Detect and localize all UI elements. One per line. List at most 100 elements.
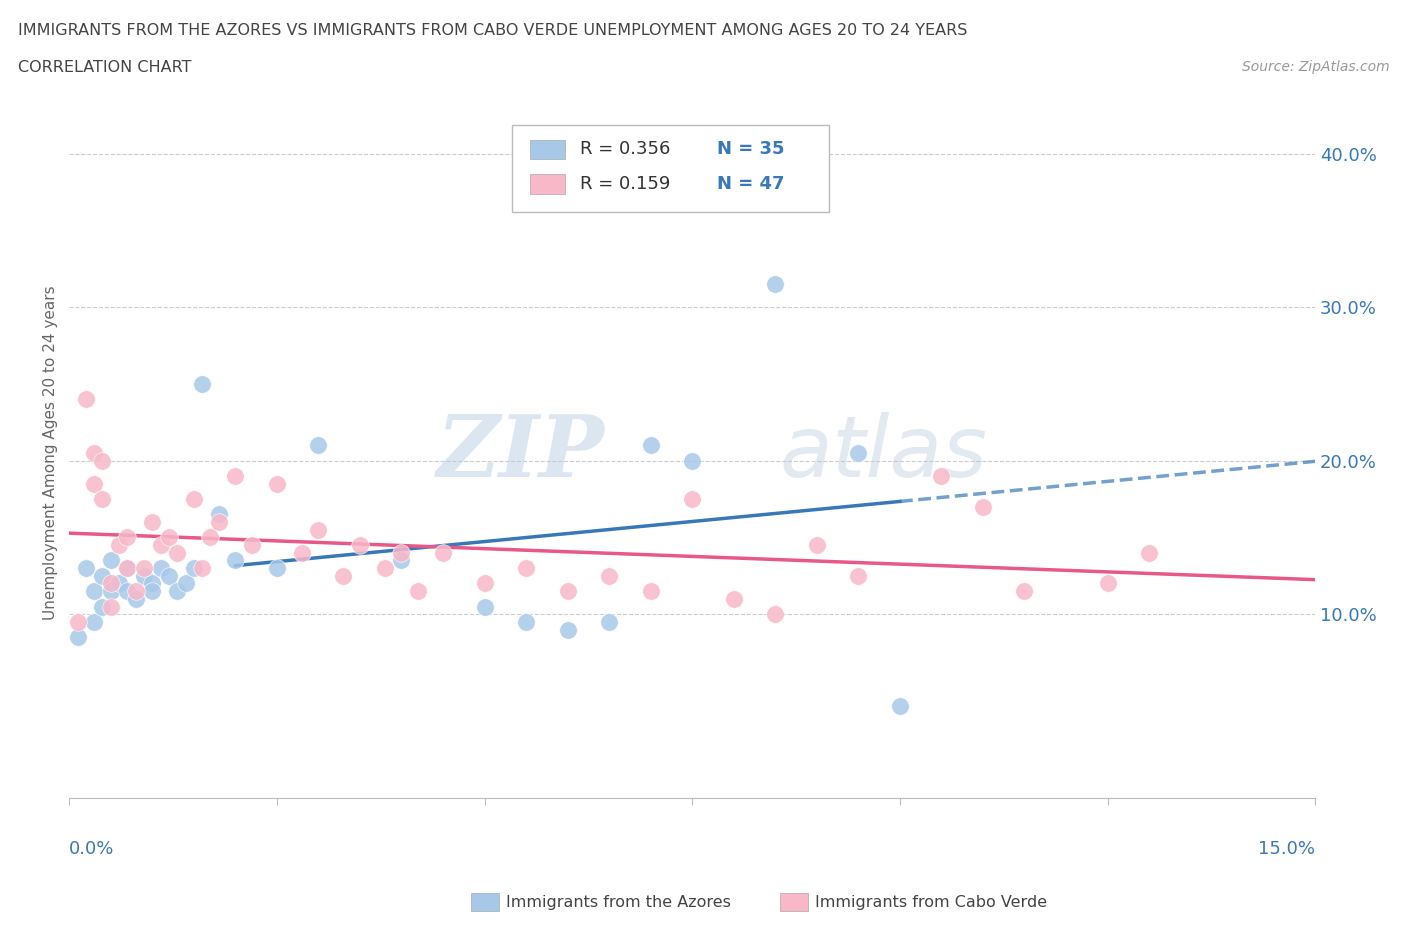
Point	[208, 507, 231, 522]
Point	[75, 392, 97, 406]
Text: N = 47: N = 47	[717, 175, 785, 193]
Point	[174, 576, 197, 591]
Point	[83, 584, 105, 599]
Point	[846, 568, 869, 583]
Point	[723, 591, 745, 606]
Point	[200, 530, 222, 545]
Point	[183, 492, 205, 507]
Point	[1014, 584, 1036, 599]
Bar	[780, 893, 808, 911]
Point	[117, 530, 139, 545]
Point	[191, 377, 214, 392]
Point	[157, 530, 180, 545]
Point	[266, 476, 288, 491]
Point	[240, 538, 263, 552]
Point	[125, 591, 148, 606]
Text: R = 0.356: R = 0.356	[581, 140, 671, 158]
Text: Source: ZipAtlas.com: Source: ZipAtlas.com	[1241, 60, 1389, 74]
Point	[349, 538, 371, 552]
Point	[332, 568, 354, 583]
Y-axis label: Unemployment Among Ages 20 to 24 years: Unemployment Among Ages 20 to 24 years	[44, 286, 58, 620]
Bar	[471, 893, 499, 911]
Point	[474, 576, 496, 591]
Point	[681, 492, 703, 507]
Point	[191, 561, 214, 576]
Point	[66, 615, 89, 630]
Point	[681, 453, 703, 468]
Point	[391, 553, 413, 568]
Point	[91, 453, 114, 468]
Text: 15.0%: 15.0%	[1258, 840, 1315, 857]
Point	[75, 561, 97, 576]
Point	[149, 538, 172, 552]
Point	[763, 606, 786, 621]
Point	[166, 545, 188, 560]
Point	[91, 492, 114, 507]
Point	[1137, 545, 1160, 560]
Point	[557, 584, 579, 599]
Point	[141, 514, 163, 529]
Point	[598, 615, 620, 630]
Point	[108, 576, 131, 591]
Point	[515, 561, 537, 576]
Point	[557, 622, 579, 637]
Point	[141, 584, 163, 599]
Point	[141, 576, 163, 591]
Point	[474, 599, 496, 614]
Point	[972, 499, 994, 514]
Point	[132, 561, 155, 576]
Point	[846, 445, 869, 460]
Text: Immigrants from Cabo Verde: Immigrants from Cabo Verde	[815, 895, 1047, 910]
Text: CORRELATION CHART: CORRELATION CHART	[18, 60, 191, 75]
Point	[515, 615, 537, 630]
Text: 0.0%: 0.0%	[69, 840, 115, 857]
Point	[208, 514, 231, 529]
Point	[224, 553, 246, 568]
Point	[307, 523, 329, 538]
Bar	[530, 174, 565, 193]
Point	[83, 615, 105, 630]
Point	[117, 561, 139, 576]
Point	[640, 584, 662, 599]
FancyBboxPatch shape	[512, 126, 830, 211]
Text: ZIP: ZIP	[437, 411, 605, 495]
Point	[806, 538, 828, 552]
Point	[149, 561, 172, 576]
Point	[166, 584, 188, 599]
Text: Immigrants from the Azores: Immigrants from the Azores	[506, 895, 731, 910]
Text: R = 0.159: R = 0.159	[581, 175, 671, 193]
Point	[640, 438, 662, 453]
Point	[132, 568, 155, 583]
Text: N = 35: N = 35	[717, 140, 785, 158]
Point	[391, 545, 413, 560]
Point	[374, 561, 396, 576]
Point	[83, 476, 105, 491]
Point	[307, 438, 329, 453]
Point	[100, 584, 122, 599]
Point	[125, 584, 148, 599]
Point	[100, 599, 122, 614]
Point	[91, 599, 114, 614]
Point	[117, 584, 139, 599]
Point	[83, 445, 105, 460]
Point	[108, 538, 131, 552]
Text: atlas: atlas	[779, 412, 987, 495]
Point	[183, 561, 205, 576]
Point	[224, 469, 246, 484]
Point	[91, 568, 114, 583]
Point	[117, 561, 139, 576]
Point	[66, 630, 89, 644]
Point	[1097, 576, 1119, 591]
Point	[100, 553, 122, 568]
Point	[266, 561, 288, 576]
Point	[931, 469, 953, 484]
Point	[432, 545, 454, 560]
Point	[157, 568, 180, 583]
Point	[598, 568, 620, 583]
Point	[291, 545, 314, 560]
Point	[100, 576, 122, 591]
Point	[406, 584, 429, 599]
Point	[763, 277, 786, 292]
Bar	[530, 140, 565, 159]
Point	[889, 698, 911, 713]
